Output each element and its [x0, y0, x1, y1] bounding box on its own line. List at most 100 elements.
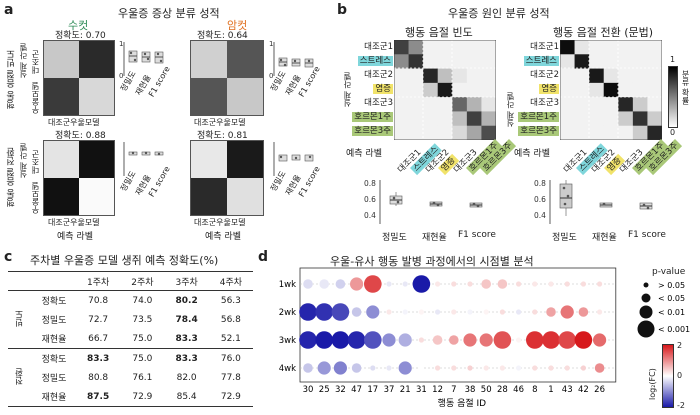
value-cell: 87.5	[87, 391, 110, 402]
syllable-id-label: 7	[451, 385, 456, 395]
value-cell: 75.0	[132, 333, 153, 344]
week-label: 4wk	[279, 364, 296, 374]
boxplot-male-freq: 1 0	[119, 40, 164, 80]
fc-colorbar	[662, 344, 674, 408]
bubble	[299, 331, 317, 349]
syllable-id-label: 28	[497, 385, 508, 395]
week-label: 3wk	[279, 336, 296, 346]
value-cell: 77.8	[220, 372, 241, 383]
panel-a-title: 우울증 증상 분류 성적	[118, 7, 220, 20]
cm-cell	[423, 82, 439, 98]
value-cell: 83.3	[87, 353, 110, 364]
freq-row-labels: 대조군1 스트레스 대조군2 염증 대조군3 호르몬1주 호르몬3주	[345, 42, 393, 142]
bubble	[319, 279, 329, 289]
true-class-1b: 우울모델	[31, 182, 40, 214]
syllable-id-label: 17	[367, 385, 378, 395]
cb-min: 0	[670, 128, 676, 137]
value-cell: 80.8	[88, 372, 109, 383]
cm-cell	[589, 82, 605, 98]
cm-cell	[603, 54, 619, 69]
cm-cell	[618, 125, 634, 140]
cm-cell	[618, 40, 634, 55]
cb-label: 분류 확률	[681, 70, 690, 105]
cm-cell	[466, 82, 482, 98]
cm-cell	[481, 54, 496, 69]
bubble	[526, 331, 544, 349]
boxplot-female-trans	[273, 142, 314, 176]
bubble	[564, 281, 570, 287]
syllable-id-label: 25	[319, 385, 330, 395]
bubble	[418, 337, 424, 343]
cm-trans-7class	[560, 40, 662, 140]
cm-cell	[408, 68, 424, 84]
cm-cell	[452, 97, 468, 112]
cm-cell	[618, 97, 634, 112]
ytick-0: 0	[119, 72, 123, 80]
bubble	[499, 365, 505, 371]
bubble	[317, 361, 331, 375]
syllable-id-label: 47	[351, 385, 362, 395]
cm-cell	[560, 97, 575, 112]
syllable-id-label: 30	[303, 385, 314, 395]
pred-axis-label-2: 예측 라벨	[205, 232, 241, 242]
panel-c-label: c	[4, 249, 13, 265]
b-metric-precision-2: 정밀도	[552, 233, 577, 243]
col-week2: 2주차	[131, 277, 154, 288]
bubble	[335, 279, 346, 289]
cm-male-trans	[43, 140, 115, 216]
ytick-1b: 1	[269, 40, 273, 48]
true-class-0: 대조군	[31, 50, 40, 74]
cm-cell	[647, 68, 662, 84]
value-cell: 73.5	[132, 314, 153, 325]
ytick-06: 0.6	[364, 195, 376, 204]
fc-colorbar-title: log₂(FC)	[648, 368, 657, 400]
value-cell: 76.0	[220, 353, 241, 364]
metric-cell: 정밀도	[41, 316, 67, 326]
pred-class-labels-3: 대조군우울모델	[48, 218, 100, 227]
syllable-id-label: 26	[594, 385, 605, 395]
bubble	[402, 281, 408, 287]
bubble	[467, 309, 473, 315]
table-row: 정밀도 72.7 73.5 78.4 56.8	[8, 310, 253, 329]
week-label: 1wk	[279, 280, 296, 290]
cm-cell	[437, 40, 453, 55]
bubble	[578, 307, 589, 317]
cm-cell	[408, 97, 424, 112]
cm-cell	[437, 68, 453, 84]
cm-cell	[408, 125, 424, 140]
syllable-id-label: 42	[578, 385, 589, 395]
cm-cell	[437, 125, 453, 140]
bubble	[303, 279, 313, 289]
cm-cell	[394, 111, 409, 127]
value-cell: 83.3	[175, 353, 198, 364]
cm-cell	[560, 54, 575, 69]
cm-cell	[466, 111, 482, 127]
cm-cell	[560, 40, 575, 55]
bubble	[333, 361, 347, 375]
bubble	[532, 281, 538, 287]
cm-cell	[481, 82, 496, 98]
table-row: 빈도 정확도 70.8 74.0 80.2 56.3	[8, 291, 253, 327]
bubble	[331, 303, 350, 321]
panel-b-label: b	[337, 2, 348, 18]
bubble	[574, 331, 593, 349]
bubble	[347, 331, 366, 349]
syllable-id-label: 50	[481, 385, 492, 395]
cm-cell	[481, 97, 496, 112]
cm-cell	[466, 54, 482, 69]
bubble	[516, 281, 522, 287]
value-cell: 66.7	[88, 333, 109, 344]
cm-freq-7class	[394, 40, 496, 140]
x-axis-label: 행동 음절 ID	[438, 397, 486, 409]
bubble	[451, 309, 457, 315]
bubble	[435, 281, 441, 287]
cm-cell	[394, 82, 409, 98]
bubble	[382, 333, 396, 347]
bubble	[299, 303, 317, 321]
metric-cell: 정밀도	[41, 374, 67, 384]
bubble	[479, 333, 493, 347]
panel-c-title: 주차별 우울증 모델 생쥐 예측 정확도(%)	[30, 254, 219, 267]
cm-cell	[603, 68, 619, 84]
pred-class-labels-1: 대조군우울모델	[48, 118, 100, 127]
cm-cell	[452, 40, 468, 55]
